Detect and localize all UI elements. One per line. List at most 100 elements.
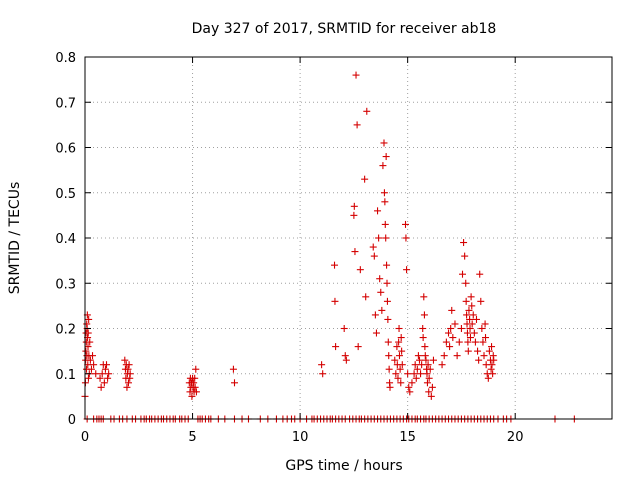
data-point bbox=[442, 338, 450, 346]
data-point bbox=[380, 189, 388, 197]
data-point bbox=[449, 334, 457, 342]
data-point bbox=[446, 343, 454, 351]
data-point bbox=[382, 153, 390, 161]
data-point bbox=[471, 338, 479, 346]
data-point bbox=[105, 370, 113, 378]
data-point bbox=[438, 361, 446, 369]
data-point bbox=[351, 248, 359, 256]
data-point bbox=[125, 361, 133, 369]
data-point bbox=[97, 383, 105, 391]
data-point bbox=[86, 356, 94, 364]
data-point bbox=[420, 311, 428, 319]
x-tick-label: 0 bbox=[81, 430, 89, 445]
data-point bbox=[397, 334, 405, 342]
data-point bbox=[470, 329, 478, 337]
data-point bbox=[383, 279, 391, 287]
data-point bbox=[425, 388, 433, 396]
data-point bbox=[424, 361, 432, 369]
axis-ticks: 0 0.1 0.2 0.3 0.4 0.5 0.6 0.7 0.8 0 5 10 15 20 bbox=[55, 51, 612, 445]
data-point bbox=[352, 71, 360, 79]
data-point bbox=[87, 365, 95, 373]
data-point bbox=[100, 379, 108, 387]
data-point bbox=[451, 320, 459, 328]
y-tick-label: 0.6 bbox=[55, 142, 76, 157]
data-point bbox=[361, 175, 369, 183]
data-point bbox=[419, 325, 427, 332]
data-point bbox=[192, 388, 200, 396]
data-point bbox=[398, 347, 406, 355]
data-point bbox=[408, 379, 416, 387]
data-point bbox=[468, 302, 476, 310]
data-point bbox=[457, 325, 465, 332]
data-point bbox=[353, 121, 361, 129]
data-point bbox=[423, 370, 431, 378]
data-point bbox=[362, 293, 370, 301]
data-point bbox=[371, 311, 379, 319]
data-point bbox=[489, 370, 497, 378]
y-tick-label: 0 bbox=[68, 413, 76, 428]
data-point bbox=[84, 343, 92, 351]
x-tick-label: 5 bbox=[188, 430, 196, 445]
data-point bbox=[331, 297, 339, 305]
data-point bbox=[383, 297, 391, 305]
data-point bbox=[369, 243, 377, 251]
data-point bbox=[85, 315, 93, 323]
data-point bbox=[378, 306, 386, 314]
data-point bbox=[82, 347, 90, 355]
data-point bbox=[86, 338, 94, 346]
grid-lines bbox=[85, 57, 612, 419]
x-tick-label: 20 bbox=[507, 430, 524, 445]
data-point bbox=[395, 338, 403, 346]
data-point bbox=[453, 352, 461, 360]
data-point bbox=[393, 343, 401, 351]
data-point bbox=[396, 365, 404, 373]
data-point bbox=[318, 361, 326, 369]
data-point bbox=[405, 383, 413, 391]
y-tick-label: 0.7 bbox=[55, 96, 76, 111]
data-point bbox=[402, 220, 410, 228]
data-point bbox=[372, 329, 380, 337]
data-point bbox=[356, 266, 364, 274]
y-axis-label: SRMTID / TECUs bbox=[7, 182, 23, 295]
data-point bbox=[447, 325, 455, 332]
data-point bbox=[90, 361, 98, 369]
data-point bbox=[385, 352, 393, 360]
y-tick-label: 0.1 bbox=[55, 368, 76, 383]
data-point bbox=[190, 379, 198, 387]
data-point bbox=[422, 356, 430, 364]
data-point bbox=[440, 352, 448, 360]
data-point bbox=[462, 297, 470, 305]
data-point bbox=[381, 220, 389, 228]
data-point bbox=[464, 347, 472, 355]
data-point bbox=[191, 374, 199, 382]
data-point bbox=[104, 374, 112, 382]
data-point bbox=[425, 374, 433, 382]
data-point bbox=[386, 383, 394, 391]
x-tick-label: 10 bbox=[292, 430, 309, 445]
data-point bbox=[413, 365, 421, 373]
data-point bbox=[124, 379, 132, 387]
data-point bbox=[385, 365, 393, 373]
data-point bbox=[460, 239, 468, 247]
data-point bbox=[341, 352, 349, 360]
data-points bbox=[81, 71, 578, 423]
data-point bbox=[384, 338, 392, 346]
data-point bbox=[428, 383, 436, 391]
data-point bbox=[421, 343, 429, 351]
data-point bbox=[487, 365, 495, 373]
x-tick-label: 15 bbox=[399, 430, 416, 445]
data-point bbox=[420, 293, 428, 301]
data-point bbox=[476, 270, 484, 278]
data-point bbox=[331, 261, 339, 269]
data-point bbox=[467, 293, 475, 301]
data-point bbox=[121, 356, 129, 364]
data-point bbox=[415, 356, 423, 364]
data-point bbox=[363, 107, 371, 115]
data-point bbox=[395, 352, 403, 360]
data-point bbox=[319, 370, 327, 378]
y-tick-label: 0.4 bbox=[55, 232, 76, 247]
data-point bbox=[481, 320, 489, 328]
data-point bbox=[354, 343, 362, 351]
data-point bbox=[392, 370, 400, 378]
y-tick-label: 0.3 bbox=[55, 277, 76, 292]
